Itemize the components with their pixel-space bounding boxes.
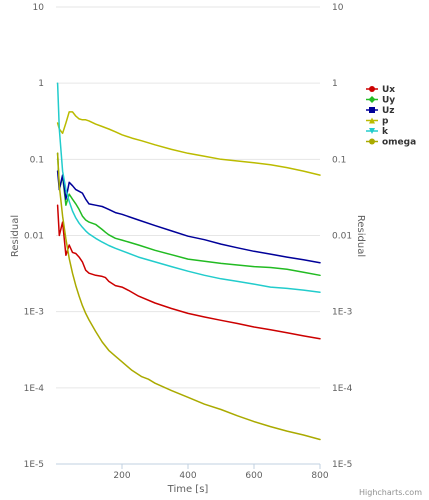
y-tick-label-right: 1E-3 [332, 308, 352, 318]
legend-item-Uy[interactable]: Uy [366, 96, 395, 106]
legend-label: Ux [382, 85, 395, 95]
legend-item-omega[interactable]: omega [366, 138, 416, 148]
y-tick-label-right: 10 [332, 3, 344, 13]
x-tick-label: 200 [113, 471, 130, 481]
legend-item-k[interactable]: k [366, 127, 389, 137]
y-tick-label-left: 1E-3 [24, 308, 44, 318]
legend-label: omega [382, 138, 416, 148]
y-tick-label-right: 0.01 [332, 232, 352, 242]
legend-marker-icon [369, 117, 375, 124]
x-tick-label: 800 [311, 471, 328, 481]
legend-marker-icon [369, 86, 375, 92]
series-line-k [56, 82, 321, 293]
legend-marker-icon [368, 96, 376, 103]
y-tick-label-left: 10 [33, 3, 45, 13]
y-axis-title-right: Residual [355, 215, 366, 257]
series-lines [56, 82, 321, 441]
legend-item-Ux[interactable]: Ux [366, 85, 395, 95]
y-axis-title-left: Residual [10, 215, 21, 257]
y-tick-label-left: 1E-5 [24, 460, 44, 470]
series-line-p [56, 111, 321, 176]
y-tick-label-right: 1 [332, 79, 338, 89]
legend-item-Uz[interactable]: Uz [366, 106, 395, 116]
x-axis-ticks: 200 400 600 800 [113, 464, 329, 481]
credits-link[interactable]: Highcharts.com [359, 488, 422, 497]
y-tick-label-left: 1 [38, 79, 44, 89]
x-tick-label: 400 [179, 471, 196, 481]
series-line-omega [56, 152, 321, 441]
x-axis-title: Time [s] [167, 484, 209, 495]
legend-label: p [382, 117, 389, 127]
y-tick-label-left: 0.1 [30, 155, 44, 165]
y-tick-label-left: 0.01 [24, 232, 44, 242]
legend-label: k [382, 127, 389, 137]
series-line-Ux [56, 204, 321, 340]
legend-label: Uy [382, 96, 395, 106]
right-y-axis-ticks: 10 1 0.1 0.01 1E-3 1E-4 1E-5 [332, 3, 353, 470]
legend-marker-icon [369, 107, 375, 113]
series-line-Uz [56, 170, 321, 264]
legend-marker-icon [369, 138, 375, 145]
y-tick-label-right: 1E-4 [332, 384, 353, 394]
y-tick-label-left: 1E-4 [24, 384, 45, 394]
legend-label: Uz [382, 106, 395, 116]
y-tick-label-right: 0.1 [332, 155, 346, 165]
left-y-axis-ticks: 10 1 0.1 0.01 1E-3 1E-4 1E-5 [24, 3, 45, 470]
legend-marker-icon [369, 128, 375, 134]
x-tick-label: 600 [245, 471, 262, 481]
y-tick-label-right: 1E-5 [332, 460, 352, 470]
legend-item-p[interactable]: p [366, 117, 389, 127]
series-line-Uy [56, 152, 321, 277]
